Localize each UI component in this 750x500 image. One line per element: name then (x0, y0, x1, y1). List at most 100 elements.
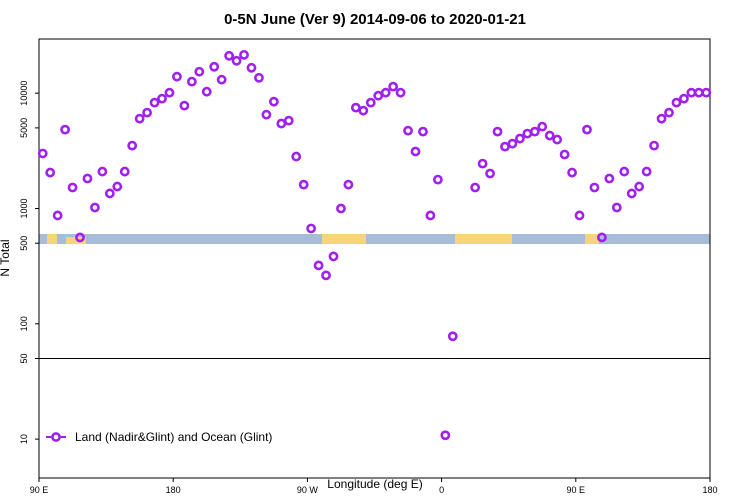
point (492, 126, 503, 137)
x-tick-label: 0 (439, 485, 444, 495)
point (306, 223, 317, 234)
y-tick-label: 500 (19, 236, 29, 251)
point (268, 96, 279, 107)
plot-frame (38, 38, 711, 479)
point (380, 87, 391, 98)
y-axis-label: N Total (0, 239, 12, 276)
point (186, 76, 197, 87)
land-strip (47, 234, 599, 244)
point (582, 124, 592, 135)
y-tick-label: 1000 (19, 198, 29, 218)
point (649, 140, 659, 151)
point (664, 107, 674, 118)
point (701, 87, 712, 98)
point (134, 113, 145, 124)
point (336, 203, 346, 214)
point (514, 133, 525, 144)
point (410, 146, 421, 157)
x-tick-label: 90 E (30, 485, 49, 495)
point (343, 179, 354, 190)
point (432, 174, 443, 185)
point (224, 50, 235, 61)
point (75, 232, 85, 243)
point (574, 210, 585, 221)
point (209, 61, 220, 72)
y-tick-label: 10000 (19, 81, 29, 106)
point (328, 251, 339, 262)
point (418, 126, 428, 137)
point (276, 118, 287, 129)
point (261, 109, 272, 120)
point (254, 72, 264, 83)
point (291, 151, 302, 162)
point (358, 105, 369, 116)
point (447, 331, 458, 342)
point (679, 93, 689, 104)
point (395, 87, 406, 98)
y-tick-label: 50 (19, 354, 29, 364)
point (67, 182, 78, 193)
point (164, 87, 175, 98)
point (179, 100, 190, 111)
point (127, 140, 138, 151)
point (544, 130, 555, 141)
point (693, 87, 704, 98)
point (60, 124, 70, 135)
point (45, 167, 56, 178)
x-tick-label: 90 W (297, 485, 319, 495)
point (97, 166, 108, 177)
point (231, 55, 242, 66)
point (298, 179, 309, 190)
y-tick-label: 5000 (19, 118, 29, 138)
point (157, 93, 167, 104)
point (172, 71, 182, 82)
point (626, 188, 637, 199)
point (641, 166, 652, 177)
point (216, 74, 227, 85)
x-tick-label: 180 (702, 485, 717, 495)
point (112, 181, 123, 192)
point (470, 182, 481, 193)
point (194, 66, 205, 77)
point (500, 141, 510, 152)
point (246, 62, 257, 73)
point (619, 166, 630, 177)
legend-label: Land (Nadir&Glint) and Ocean (Glint) (75, 430, 272, 444)
point (239, 49, 249, 60)
ocean-strip (39, 234, 710, 244)
point (477, 158, 488, 169)
point (90, 202, 100, 213)
point (149, 97, 160, 108)
point (529, 126, 540, 137)
point (671, 97, 682, 108)
y-tick-label: 10 (19, 434, 29, 444)
point (283, 115, 294, 126)
point (686, 87, 697, 98)
point (507, 138, 518, 149)
x-tick-label: 180 (166, 485, 181, 495)
point (350, 102, 361, 113)
point (522, 128, 533, 139)
point (485, 168, 495, 179)
point (201, 86, 212, 97)
legend-marker (51, 432, 61, 442)
point (634, 181, 645, 192)
point (321, 270, 331, 281)
point (611, 202, 622, 213)
point (403, 125, 413, 136)
y-tick-label: 100 (19, 316, 29, 331)
point (596, 232, 607, 243)
point (313, 260, 324, 271)
point (537, 121, 548, 132)
point (567, 167, 577, 178)
point (119, 166, 130, 177)
point (104, 188, 115, 199)
point (142, 107, 153, 118)
x-tick-label: 90 E (567, 485, 586, 495)
point (388, 81, 399, 92)
point (589, 182, 600, 193)
point (37, 148, 48, 159)
point (365, 97, 376, 108)
point (559, 149, 570, 160)
